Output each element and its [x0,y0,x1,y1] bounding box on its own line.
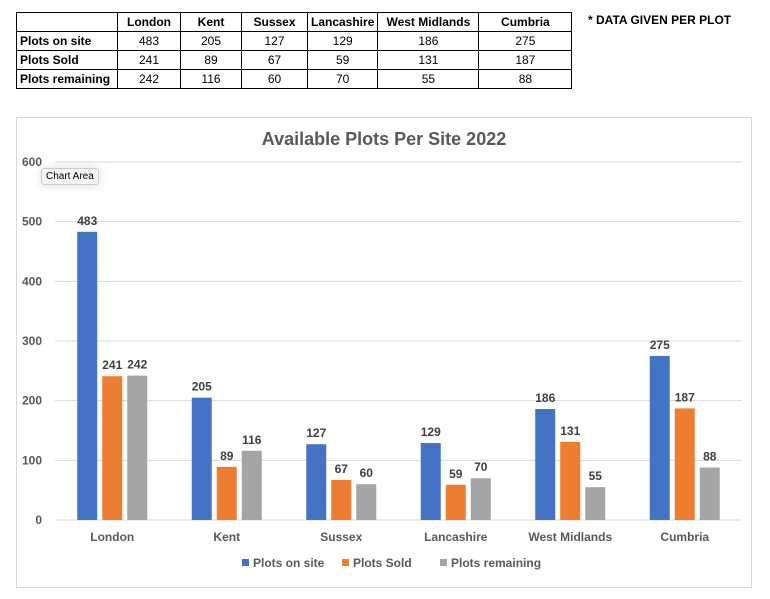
bar-plots-on-site [420,443,441,520]
bar-plots-remaining [241,450,262,520]
data-label: 89 [220,449,234,463]
data-note: * DATA GIVEN PER PLOT [588,13,732,27]
table-cell: 88 [478,69,573,89]
y-tick-label: 500 [22,215,42,229]
column-header: Lancashire [306,12,379,32]
legend-swatch [342,559,349,566]
data-label: 242 [127,358,147,372]
y-tick-label: 200 [22,394,42,408]
x-tick-label: Sussex [320,530,362,544]
bar-plots-remaining [699,467,720,520]
data-table: London Kent Sussex Lancashire West Midlands C… [16,12,573,89]
chart-area[interactable] [16,117,752,588]
x-tick-label: Kent [213,530,240,544]
data-label: 275 [650,338,670,352]
bar-plots-on-site [77,231,98,520]
data-label: 483 [77,214,97,228]
bar-plots-on-site [191,397,212,520]
bar-plots-remaining [127,375,148,520]
data-label: 59 [449,467,463,481]
column-header: London [117,12,181,32]
chart-area-tooltip: Chart Area [41,168,99,185]
legend-swatch [242,559,249,566]
data-label: 187 [675,390,695,404]
table-cell: 116 [180,69,242,89]
bar-plots-sold [560,441,581,520]
y-tick-label: 300 [22,334,42,348]
data-label: 127 [306,426,326,440]
column-header: West Midlands [377,12,480,32]
legend-entry: Plots remaining [451,556,541,570]
data-label: 60 [360,466,374,480]
chart-title: Available Plots Per Site 2022 [262,129,506,149]
bar-plots-sold [216,466,237,520]
bar-plots-sold [102,376,123,520]
data-label: 129 [421,425,441,439]
table-cell: 187 [478,50,573,70]
y-tick-label: 600 [22,155,42,169]
data-label: 55 [589,469,603,483]
bar-plots-remaining [356,484,377,520]
data-label: 67 [335,462,349,476]
data-label: 241 [102,358,122,372]
bar-plots-on-site [535,409,556,520]
row-label: Plots remaining [16,69,118,89]
bar-plots-sold [445,484,466,520]
data-label: 205 [192,380,212,394]
x-tick-label: West Midlands [528,530,612,544]
bar-plots-sold [331,480,352,520]
legend-swatch [440,559,447,566]
data-label: 131 [560,424,580,438]
y-tick-label: 400 [22,274,42,288]
bar-plots-sold [674,408,695,520]
bar-plots-on-site [649,355,670,520]
y-tick-label: 100 [22,453,42,467]
data-label: 116 [242,433,262,447]
table-row: Plots Sold 241 89 67 59 131 187 [16,50,573,70]
y-tick-label: 0 [35,513,42,527]
data-label: 70 [474,460,488,474]
x-tick-label: Lancashire [424,530,488,544]
bar-plots-remaining [470,478,491,520]
legend-entry: Plots Sold [353,556,412,570]
legend-entry: Plots on site [253,556,325,570]
bar-plots-remaining [585,487,606,520]
data-label: 88 [703,449,717,463]
x-tick-label: Cumbria [660,530,709,544]
table-cell: 186 [377,31,480,51]
data-label: 186 [535,391,555,405]
table-cell: 242 [117,69,181,89]
bar-plots-on-site [306,444,327,520]
table-cell: 55 [377,69,480,89]
row-label: Plots on site [16,31,118,51]
table-row: Plots remaining 242 116 60 70 55 88 [16,69,573,89]
x-tick-label: London [90,530,134,544]
table-cell: 70 [306,69,379,89]
